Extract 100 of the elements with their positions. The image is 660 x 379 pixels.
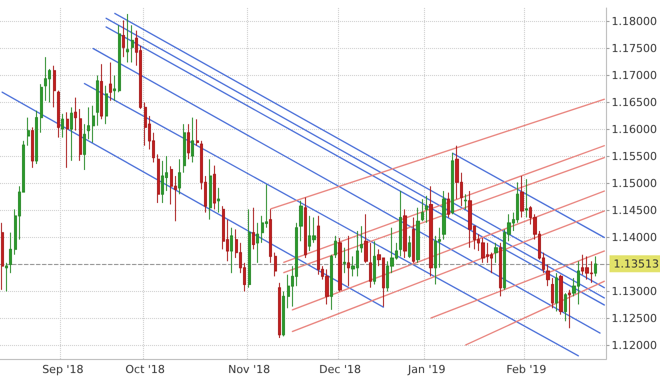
candlestick: [113, 75, 116, 102]
x-tick-label: Nov '18: [228, 363, 270, 376]
candlestick: [274, 252, 277, 277]
candlestick: [217, 187, 220, 214]
candlestick: [568, 289, 571, 329]
x-tick-label: Dec '18: [319, 363, 361, 376]
candlestick: [334, 235, 337, 259]
candlestick: [53, 65, 56, 108]
candlestick: [347, 235, 350, 287]
candlestick: [44, 56, 47, 102]
candlestick: [525, 178, 528, 218]
candlestick: [343, 247, 346, 274]
candlestick: [118, 24, 121, 93]
y-tick-label: 1.14500: [612, 204, 658, 217]
y-tick-label: 1.17000: [612, 69, 658, 82]
candlestick: [403, 208, 407, 259]
candlestick: [100, 64, 103, 120]
candlestick: [447, 192, 450, 218]
candlestick: [282, 291, 285, 337]
candlestick: [425, 195, 428, 224]
candlestick: [585, 256, 589, 280]
candlestick: [373, 240, 376, 285]
candlestick: [70, 106, 73, 162]
y-tick-label: 1.13000: [612, 285, 658, 298]
candlestick: [520, 175, 524, 218]
y-tick-label: 1.16500: [612, 96, 658, 109]
y-tick-label: 1.15500: [612, 150, 658, 163]
candlestick: [559, 274, 563, 316]
candlestick: [330, 254, 333, 310]
candlestick: [122, 20, 125, 58]
candlestick: [451, 152, 454, 215]
candlestick: [408, 235, 411, 259]
candlestick: [269, 208, 272, 264]
candlestick: [31, 126, 34, 168]
x-tick-label: Feb '19: [506, 363, 546, 376]
candlestick: [35, 110, 38, 165]
candlestick: [109, 62, 112, 102]
candlestick: [304, 197, 307, 259]
candlestick: [481, 238, 485, 264]
x-tick-label: Jan '19: [406, 363, 446, 376]
candlestick: [546, 264, 550, 287]
candlestick: [494, 242, 498, 264]
candlestick: [317, 215, 320, 276]
candlestick: [209, 158, 212, 220]
y-tick-label: 1.17500: [612, 42, 658, 55]
x-tick-label: Oct '18: [125, 363, 165, 376]
y-tick-label: 1.15000: [612, 177, 658, 190]
candlestick: [196, 118, 199, 146]
candlestick: [464, 194, 467, 210]
candlestick: [564, 292, 567, 322]
candlestick: [230, 227, 233, 274]
candlestick: [421, 198, 424, 222]
x-tick-label: Sep '18: [42, 363, 84, 376]
candlestick: [412, 217, 415, 264]
ref-line-label: 1.13513: [614, 257, 660, 270]
y-tick-label: 1.12500: [612, 312, 658, 325]
candlestick: [9, 232, 12, 274]
candlestick: [1, 222, 4, 290]
candlestick: [429, 186, 433, 277]
candlestick: [399, 190, 402, 257]
candlestick: [105, 85, 108, 125]
candlestick: [325, 268, 329, 305]
candlestick: [555, 272, 558, 312]
candlestick: [187, 124, 190, 160]
candlestick: [338, 238, 342, 292]
candlestick: [178, 158, 181, 195]
candlestick: [594, 256, 597, 277]
candlestick: [551, 278, 554, 309]
candlestick: [87, 106, 90, 140]
candlestick: [79, 108, 82, 162]
candlestick: [364, 214, 368, 264]
candlestick: [183, 124, 186, 174]
candlestick: [126, 13, 129, 64]
candlestick: [161, 160, 164, 204]
candlestick: [27, 117, 30, 146]
candlestick: [499, 242, 502, 297]
candlestick: [144, 102, 147, 146]
candlestick: [57, 90, 60, 138]
candlestick: [92, 105, 95, 143]
candlestick: [213, 165, 216, 210]
candlestick: [5, 262, 8, 292]
candlestick: [369, 242, 372, 288]
candlestick: [131, 24, 134, 64]
candlestick: [252, 207, 255, 250]
candlestick: [416, 207, 420, 264]
y-tick-label: 1.18000: [612, 15, 658, 28]
candlestick: [157, 154, 160, 204]
candlestick: [360, 226, 363, 254]
y-tick-label: 1.14000: [612, 231, 658, 244]
candlestick: [248, 208, 251, 288]
y-tick-label: 1.12000: [612, 339, 658, 352]
candlestick: [442, 190, 446, 240]
candlestick: [299, 200, 303, 242]
y-tick-label: 1.16000: [612, 123, 658, 136]
candlestick: [191, 117, 194, 163]
candlestick: [61, 113, 64, 138]
candlestick: [256, 222, 259, 264]
candlestick: [278, 282, 281, 338]
candlestick: [83, 124, 86, 170]
candlestick: [40, 84, 43, 134]
